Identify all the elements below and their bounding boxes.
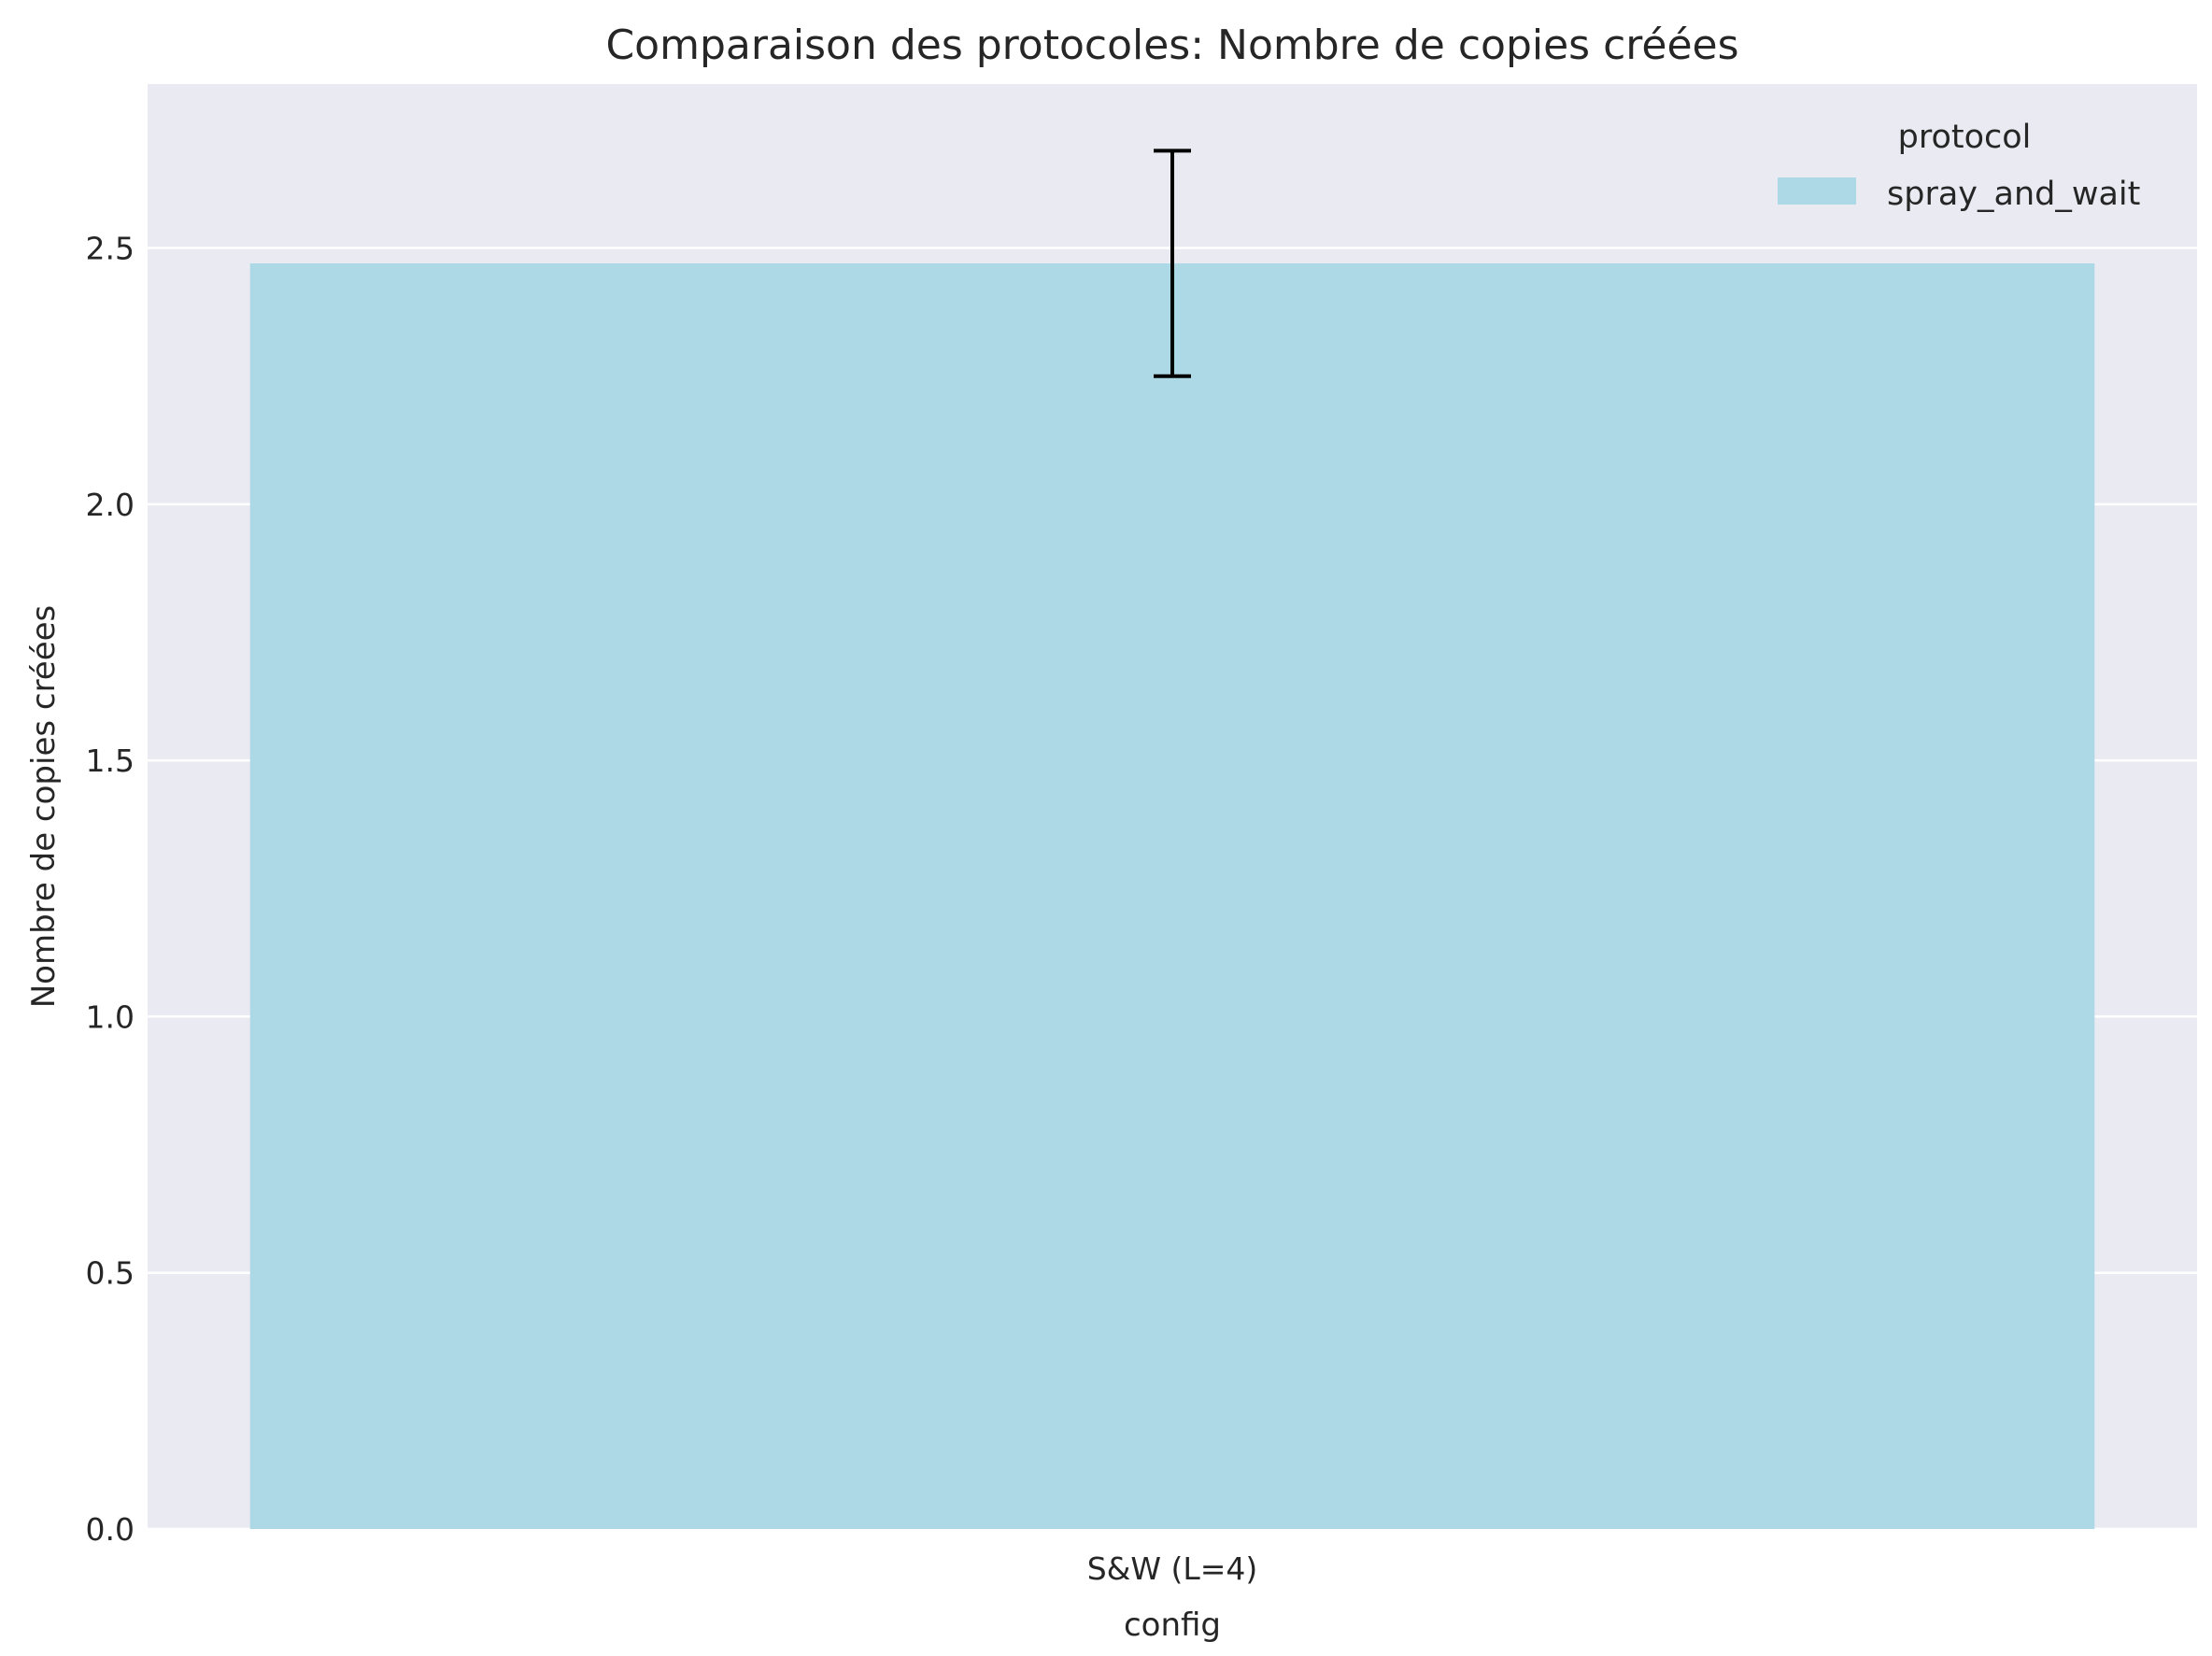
x-tick-label: S&W (L=4) [1087,1550,1258,1587]
y-tick-label: 1.0 [86,998,135,1035]
y-tick-labels: 0.0 0.5 1.0 1.5 2.0 2.5 [86,231,135,1548]
legend-title: protocol [1898,119,2032,156]
y-tick-label: 0.5 [86,1255,135,1292]
x-axis-label: config [1124,1606,1221,1644]
legend: protocol spray_and_wait [1778,119,2140,213]
legend-swatch [1778,177,1856,205]
legend-label: spray_and_wait [1887,176,2140,213]
bar [249,263,2095,1529]
x-tick-labels: S&W (L=4) [1087,1550,1258,1587]
y-axis-label: Nombre de copies créées [25,605,63,1009]
y-tick-label: 2.5 [86,231,135,267]
y-tick-label: 0.0 [86,1511,135,1548]
chart-title: Comparaison des protocoles: Nombre de co… [605,21,1738,69]
y-tick-label: 2.0 [86,487,135,523]
error-bars [1154,149,1191,378]
y-tick-label: 1.5 [86,743,135,779]
bars [249,263,2095,1529]
